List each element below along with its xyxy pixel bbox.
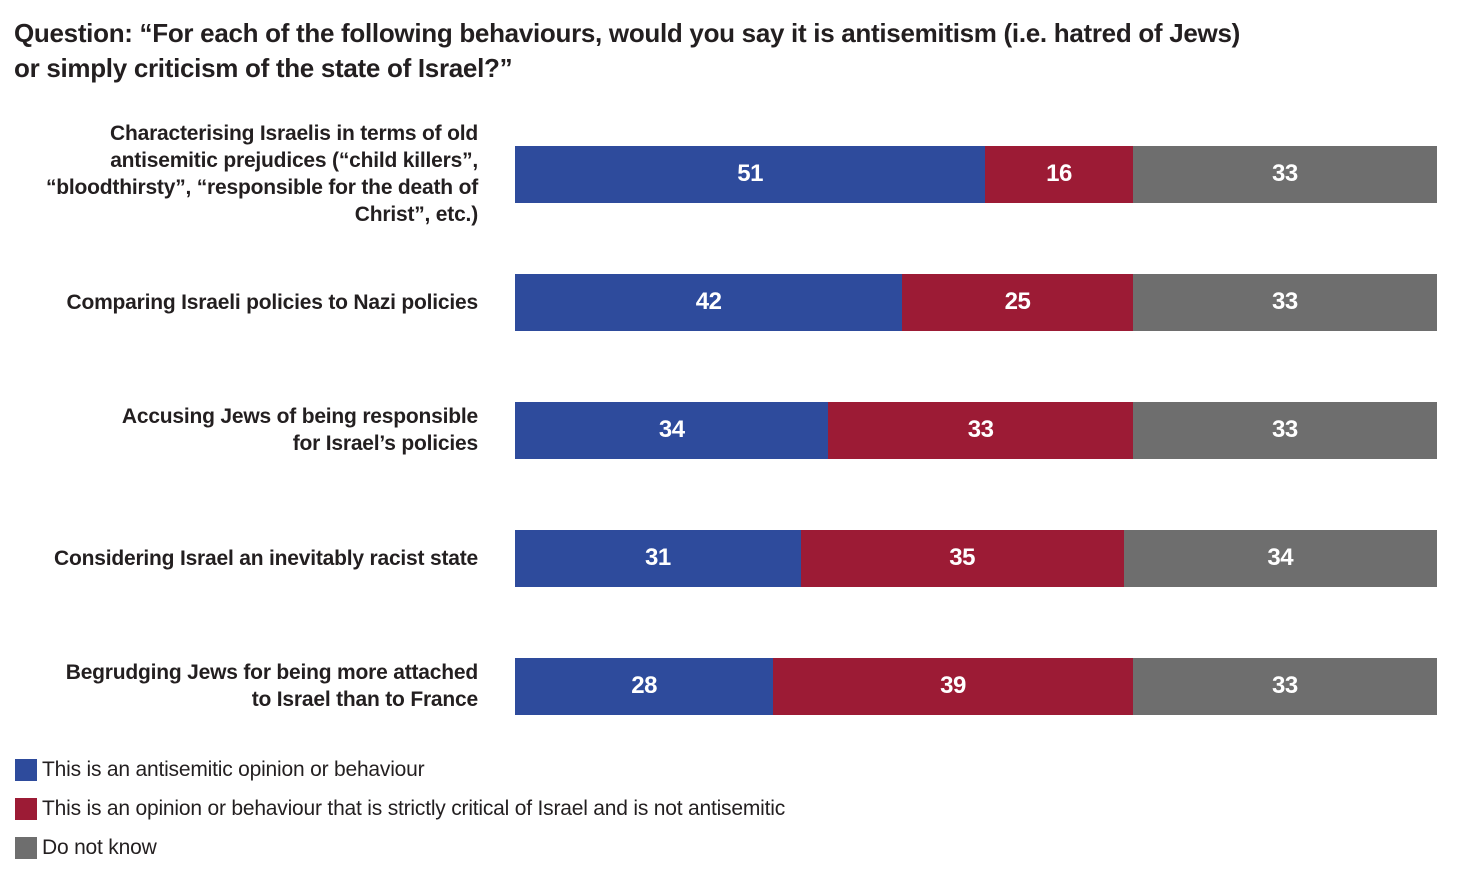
category-label-line: Considering Israel an inevitably racist … [54, 546, 478, 570]
bar-segment-antisemitic-opinion: 28 [515, 657, 774, 715]
stacked-bar: 51 16 33 [515, 145, 1437, 203]
segment-value-label: 35 [949, 544, 975, 571]
stacked-bar: 28 39 33 [515, 657, 1437, 715]
bar-segment-critical-of-israel: 39 [773, 657, 1133, 715]
segment-value-label: 39 [940, 672, 966, 699]
segment-value-label: 33 [1272, 288, 1298, 315]
bar-chart-plot-area: Characterising Israelis in terms of old a… [0, 110, 1458, 750]
stacked-bar: 34 33 33 [515, 401, 1437, 459]
category-label: Accusing Jews of being responsible for Is… [0, 403, 478, 457]
legend: This is an antisemitic opinion or behavi… [15, 758, 1458, 860]
bar-segment-critical-of-israel: 25 [902, 273, 1133, 331]
legend-swatch-antisemitic-opinion [15, 759, 37, 781]
legend-item-antisemitic-opinion: This is an antisemitic opinion or behavi… [15, 758, 1458, 782]
segment-value-label: 42 [695, 288, 722, 315]
chart-row: Considering Israel an inevitably racist … [0, 494, 1458, 622]
legend-label: This is an opinion or behaviour that is … [42, 797, 785, 820]
chart-row: Begrudging Jews for being more attached t… [0, 622, 1458, 750]
bar-segment-critical-of-israel: 35 [800, 529, 1124, 587]
segment-value-label: 25 [1004, 288, 1031, 315]
bar-segment-antisemitic-opinion: 31 [515, 529, 801, 587]
segment-value-label: 31 [645, 544, 671, 571]
segment-value-label: 33 [1271, 416, 1298, 443]
bar-segment-do-not-know: 34 [1123, 529, 1437, 587]
segment-value-label: 33 [1272, 160, 1298, 187]
bar-segment-antisemitic-opinion: 51 [515, 145, 986, 203]
stacked-bar: 31 35 34 [515, 529, 1437, 587]
category-label-line: Comparing Israeli policies to Nazi polic… [66, 290, 478, 314]
legend-swatch-do-not-know [15, 837, 37, 859]
category-label: Comparing Israeli policies to Nazi polic… [0, 289, 478, 316]
category-label-line: “bloodthirsty”, “responsible for the dea… [45, 176, 478, 199]
legend-item-do-not-know: Do not know [15, 836, 1458, 860]
bar-segment-antisemitic-opinion: 42 [515, 273, 903, 331]
legend-item-critical-of-israel: This is an opinion or behaviour that is … [15, 797, 1458, 821]
chart-question-title-line-1: Question: “For each of the following beh… [14, 18, 1240, 48]
segment-value-label: 28 [631, 672, 657, 699]
chart-question-title: Question: “For each of the following beh… [0, 0, 1458, 86]
category-label: Considering Israel an inevitably racist … [0, 545, 478, 572]
category-label-line: Characterising Israelis in terms of old [110, 122, 478, 145]
bar-segment-critical-of-israel: 33 [828, 401, 1133, 459]
segment-value-label: 16 [1046, 160, 1072, 187]
category-label-line: for Israel’s policies [292, 432, 478, 455]
bar-segment-do-not-know: 33 [1132, 145, 1437, 203]
segment-value-label: 34 [658, 416, 685, 443]
segment-value-label: 33 [1272, 672, 1298, 699]
chart-row: Accusing Jews of being responsible for Is… [0, 366, 1458, 494]
segment-value-label: 33 [967, 416, 994, 443]
legend-label: This is an antisemitic opinion or behavi… [42, 758, 425, 781]
bar-segment-do-not-know: 33 [1132, 401, 1437, 459]
bar-segment-do-not-know: 33 [1132, 657, 1437, 715]
category-label-line: antisemitic prejudices (“child killers”, [110, 149, 478, 172]
stacked-bar: 42 25 33 [515, 273, 1437, 331]
category-label-line: Accusing Jews of being responsible [121, 405, 478, 428]
category-label: Begrudging Jews for being more attached t… [0, 659, 478, 713]
bar-segment-antisemitic-opinion: 34 [515, 401, 829, 459]
chart-row: Comparing Israeli policies to Nazi polic… [0, 238, 1458, 366]
chart-question-title-line-2: or simply criticism of the state of Isra… [14, 53, 513, 83]
chart-row: Characterising Israelis in terms of old a… [0, 110, 1458, 238]
category-label-line: Christ”, etc.) [354, 203, 478, 226]
segment-value-label: 51 [737, 160, 763, 187]
category-label-line: to Israel than to France [251, 688, 478, 711]
category-label-line: Begrudging Jews for being more attached [65, 661, 478, 684]
segment-value-label: 34 [1267, 544, 1294, 571]
bar-segment-critical-of-israel: 16 [985, 145, 1133, 203]
bar-segment-do-not-know: 33 [1132, 273, 1437, 331]
legend-swatch-critical-of-israel [15, 798, 37, 820]
legend-label: Do not know [42, 836, 157, 859]
category-label: Characterising Israelis in terms of old a… [0, 120, 478, 228]
